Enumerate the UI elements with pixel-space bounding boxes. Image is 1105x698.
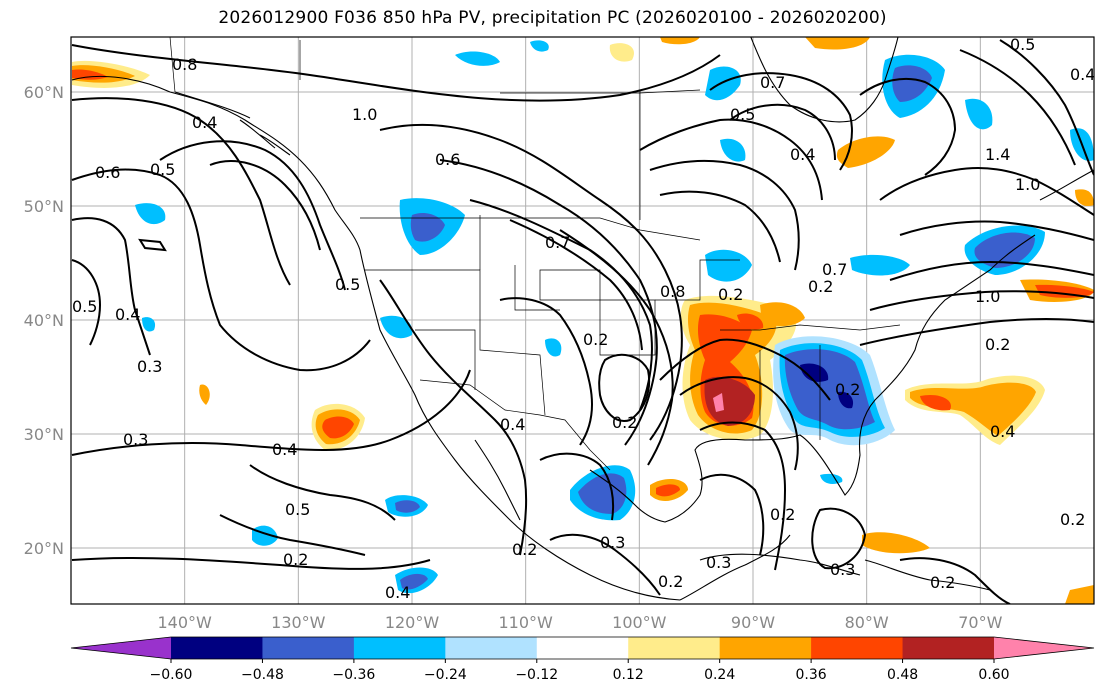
colorbar-tick-label: 0.24	[704, 667, 735, 683]
svg-text:0.2: 0.2	[1060, 510, 1085, 529]
lon-label: 140°W	[157, 613, 212, 632]
colorbar-tick-label: 0.36	[796, 667, 827, 683]
svg-text:0.6: 0.6	[435, 150, 460, 169]
svg-text:0.5: 0.5	[1010, 35, 1035, 54]
svg-text:0.4: 0.4	[272, 440, 297, 459]
lat-label: 50°N	[24, 197, 64, 216]
svg-text:0.8: 0.8	[172, 55, 197, 74]
colorbar-segment	[536, 637, 629, 659]
colorbar-tick-label: −0.48	[241, 667, 284, 683]
lon-label: 120°W	[385, 613, 440, 632]
colorbar-segment	[262, 637, 355, 659]
colorbar-extend-low	[71, 637, 171, 659]
svg-text:0.2: 0.2	[658, 572, 683, 591]
svg-text:0.3: 0.3	[600, 533, 625, 552]
svg-text:0.3: 0.3	[137, 357, 162, 376]
colorbar-tick-label: 0.48	[887, 667, 918, 683]
svg-text:0.2: 0.2	[583, 330, 608, 349]
svg-text:0.5: 0.5	[730, 105, 755, 124]
positive-anomaly-ohio	[760, 302, 805, 327]
svg-text:0.2: 0.2	[985, 335, 1010, 354]
svg-text:0.5: 0.5	[285, 500, 310, 519]
colorbar-segment	[171, 637, 263, 659]
svg-text:0.4: 0.4	[192, 113, 217, 132]
colorbar-segment	[628, 637, 721, 659]
lon-label: 70°W	[958, 613, 1002, 632]
lon-label: 130°W	[271, 613, 326, 632]
lat-label: 20°N	[24, 539, 64, 558]
svg-text:1.4: 1.4	[985, 145, 1010, 164]
longitude-labels: 140°W 130°W 120°W 110°W 100°W 90°W 80°W 70°W	[157, 613, 1002, 632]
colorbar-segment	[353, 637, 446, 659]
latitude-labels: 60°N 50°N 40°N 30°N 20°N	[24, 83, 64, 558]
svg-text:0.7: 0.7	[760, 73, 785, 92]
colorbar-segment	[902, 637, 995, 659]
colorbar-segment	[445, 637, 538, 659]
lon-label: 110°W	[498, 613, 553, 632]
positive-anomaly-gulf-peak	[713, 393, 724, 412]
svg-text:0.2: 0.2	[770, 505, 795, 524]
svg-text:0.2: 0.2	[835, 380, 860, 399]
colorbar-segment	[811, 637, 904, 659]
svg-text:0.4: 0.4	[1070, 65, 1095, 84]
svg-text:0.3: 0.3	[123, 430, 148, 449]
lat-label: 60°N	[24, 83, 64, 102]
svg-text:0.5: 0.5	[72, 297, 97, 316]
svg-text:0.2: 0.2	[612, 413, 637, 432]
map-frame	[70, 36, 1095, 605]
svg-text:0.6: 0.6	[95, 163, 120, 182]
svg-text:0.7: 0.7	[545, 233, 570, 252]
positive-anomaly-gulf-core	[704, 376, 755, 426]
svg-text:0.2: 0.2	[930, 573, 955, 592]
svg-text:1.0: 1.0	[352, 105, 377, 124]
svg-text:0.4: 0.4	[385, 583, 410, 602]
svg-text:0.4: 0.4	[790, 145, 815, 164]
svg-text:0.5: 0.5	[335, 275, 360, 294]
lon-label: 90°W	[731, 613, 775, 632]
svg-text:0.4: 0.4	[500, 415, 525, 434]
colorbar-tick-label: 0.60	[978, 667, 1009, 683]
colorbar-tick-label: −0.36	[332, 667, 375, 683]
map-title: 2026012900 F036 850 hPa PV, precipitatio…	[218, 8, 887, 28]
svg-text:0.4: 0.4	[115, 305, 140, 324]
svg-text:0.2: 0.2	[283, 550, 308, 569]
lon-label: 80°W	[845, 613, 889, 632]
colorbar-tick-label: −0.60	[150, 667, 193, 683]
pv-contours	[71, 39, 1094, 604]
lat-label: 30°N	[24, 425, 64, 444]
lat-label: 40°N	[24, 311, 64, 330]
svg-text:0.8: 0.8	[660, 282, 685, 301]
svg-text:0.2: 0.2	[512, 540, 537, 559]
colorbar: −0.60 −0.48 −0.36 −0.24 −0.12 0.12 0.24 0.36 0.4…	[70, 636, 1095, 683]
svg-text:0.3: 0.3	[830, 560, 855, 579]
lon-label: 100°W	[612, 613, 667, 632]
svg-text:1.0: 1.0	[1015, 175, 1040, 194]
svg-text:0.2: 0.2	[718, 285, 743, 304]
svg-text:1.0: 1.0	[975, 287, 1000, 306]
shaded-precip-anomalies	[72, 37, 1094, 604]
colorbar-segment	[719, 637, 812, 659]
svg-text:0.7: 0.7	[822, 260, 847, 279]
colorbar-tick-label: 0.12	[613, 667, 644, 683]
colorbar-tick-label: −0.24	[424, 667, 467, 683]
colorbar-extend-high	[994, 637, 1094, 659]
colorbar-tick-label: −0.12	[515, 667, 558, 683]
svg-text:0.3: 0.3	[706, 553, 731, 572]
svg-text:0.5: 0.5	[150, 160, 175, 179]
svg-text:0.2: 0.2	[808, 277, 833, 296]
svg-text:0.4: 0.4	[990, 422, 1015, 441]
contour-labels: 0.8 0.4 1.0 0.5 0.6 0.5 0.7 0.4 0.7 0.6 …	[72, 35, 1095, 602]
